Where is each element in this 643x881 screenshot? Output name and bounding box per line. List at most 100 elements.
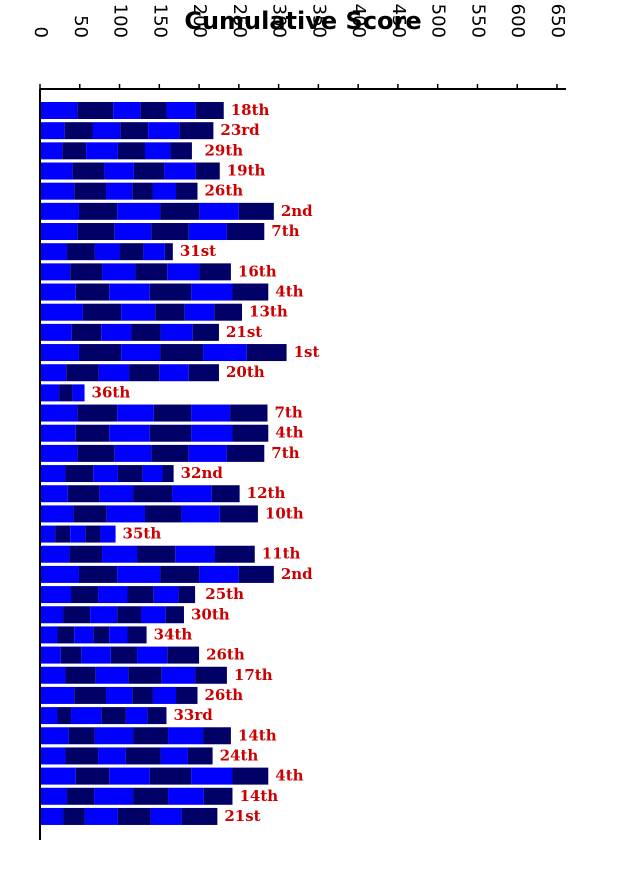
rank-label: 31st: [180, 242, 216, 260]
bar-segment: [114, 223, 152, 241]
bar-segment: [121, 303, 156, 321]
bar-segment: [71, 707, 102, 725]
bar-segment: [184, 303, 215, 321]
bar-segment: [40, 626, 58, 644]
bar-segment: [114, 444, 152, 462]
bar-segment: [77, 404, 118, 422]
rank-label: 21st: [226, 323, 262, 341]
bar-segment: [74, 182, 107, 200]
rank-label: 26th: [204, 182, 243, 200]
bar-segment: [65, 666, 96, 684]
rank-label: 23rd: [220, 121, 260, 139]
bar-segment: [67, 787, 95, 805]
bar-segment: [181, 505, 220, 523]
x-axis-ticks: 0 50 100 150 200 250 300 350 400 450 500 550 600 650: [30, 4, 568, 89]
bar-segment: [77, 102, 114, 119]
bar-segment: [165, 606, 184, 624]
bar-segment: [203, 787, 233, 805]
bar-segment: [72, 162, 105, 180]
bar-segment: [94, 727, 134, 745]
bar-segment: [117, 202, 161, 220]
bar-segment: [133, 485, 173, 503]
bar-segment: [132, 182, 153, 200]
bar-segment: [214, 303, 243, 321]
x-tick-label: 250: [229, 4, 250, 38]
bar-segment: [72, 384, 85, 402]
bar-segment: [191, 424, 233, 442]
bar-segment: [168, 727, 204, 745]
bar-segment: [152, 686, 177, 704]
bar-segment: [149, 424, 192, 442]
bar-segment: [75, 283, 110, 301]
bar-segment: [40, 707, 58, 725]
bar-segment: [77, 444, 115, 462]
rank-label: 21st: [224, 807, 260, 825]
bar-segment: [160, 565, 200, 583]
bar-segment: [106, 686, 133, 704]
bar-segment: [40, 283, 76, 301]
bar-segment: [147, 707, 167, 725]
bar-segment: [121, 344, 161, 362]
bar-segment: [67, 243, 95, 261]
bar-segment: [162, 465, 174, 483]
bar-segment: [191, 767, 233, 785]
bar-segment: [77, 223, 115, 241]
bar-segment: [109, 626, 128, 644]
bar-segment: [161, 666, 196, 684]
bar-segment: [160, 323, 193, 341]
bar-segment: [63, 606, 91, 624]
bar-segment: [84, 807, 118, 825]
bar-segment: [172, 485, 212, 503]
bar-segment: [110, 646, 138, 664]
bar-segment: [66, 364, 99, 382]
bar-segment: [117, 606, 142, 624]
bar-segment: [90, 606, 118, 624]
bar-segment: [119, 243, 144, 261]
rank-label: 14th: [238, 726, 277, 744]
bar-segment: [70, 525, 86, 543]
rank-label: 12th: [247, 484, 286, 502]
rank-label: 26th: [206, 646, 245, 664]
bar-segment: [40, 303, 83, 321]
bar-segment: [192, 323, 219, 341]
bar-segment: [170, 142, 192, 160]
bar-segment: [117, 565, 161, 583]
rank-label: 20th: [226, 363, 265, 381]
bar-segment: [238, 565, 274, 583]
bar-segment: [40, 142, 63, 160]
bar-segment: [75, 424, 110, 442]
bar-segment: [187, 747, 213, 765]
bar-segment: [98, 586, 128, 604]
bar-segment: [57, 707, 72, 725]
bar-segment: [68, 727, 95, 745]
rank-label: 25th: [205, 585, 244, 603]
bar-segment: [191, 283, 233, 301]
bar-segment: [63, 807, 85, 825]
rank-label: 33rd: [173, 706, 213, 724]
bar-segment: [40, 485, 68, 503]
bar-segment: [178, 586, 196, 604]
x-tick-label: 300: [269, 4, 290, 38]
bar-segment: [60, 646, 82, 664]
bar-segment: [40, 767, 76, 785]
bar-segment: [160, 344, 204, 362]
x-tick-label: 550: [467, 4, 488, 38]
bar-segment: [127, 626, 147, 644]
bar-segment: [40, 323, 72, 341]
bar-segment: [106, 182, 133, 200]
bar-segment: [175, 545, 215, 563]
bar-segment: [40, 727, 69, 745]
rank-label: 7th: [271, 222, 299, 240]
rank-label: 18th: [231, 101, 270, 119]
bar-segment: [74, 686, 107, 704]
bar-segment: [164, 162, 196, 180]
rank-labels: 18th 23rd 29th 19th 26th 2nd 7th 31st 16th 4th 13t…: [92, 101, 320, 825]
bar-segment: [59, 384, 73, 402]
bar-segment: [100, 525, 116, 543]
x-tick-label: 450: [388, 4, 409, 38]
bar-segment: [232, 424, 269, 442]
bar-segment: [102, 545, 138, 563]
bar-segment: [109, 767, 150, 785]
bar-segment: [93, 626, 110, 644]
